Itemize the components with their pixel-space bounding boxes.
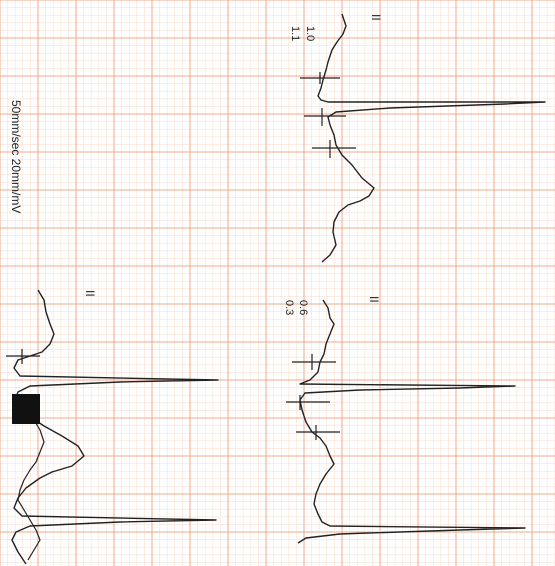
top-ecg-trace	[317, 13, 546, 263]
middle-value-2: 0.3	[283, 300, 295, 315]
middle-ecg-trace	[297, 299, 526, 544]
speed-gain-label: 50mm/sec 20mm/mV	[9, 100, 23, 213]
bottom-ecg-trace-2	[17, 399, 45, 561]
top-lead-label: II	[369, 14, 383, 21]
middle-lead-label: II	[367, 296, 381, 303]
caliper-markers	[6, 72, 356, 440]
top-value-2: 1.1	[289, 26, 301, 41]
highlight-segment	[12, 394, 40, 424]
top-value-1: 1.0	[304, 26, 316, 41]
bottom-lead-label: II	[83, 290, 97, 297]
middle-value-1: 0.6	[297, 300, 309, 315]
